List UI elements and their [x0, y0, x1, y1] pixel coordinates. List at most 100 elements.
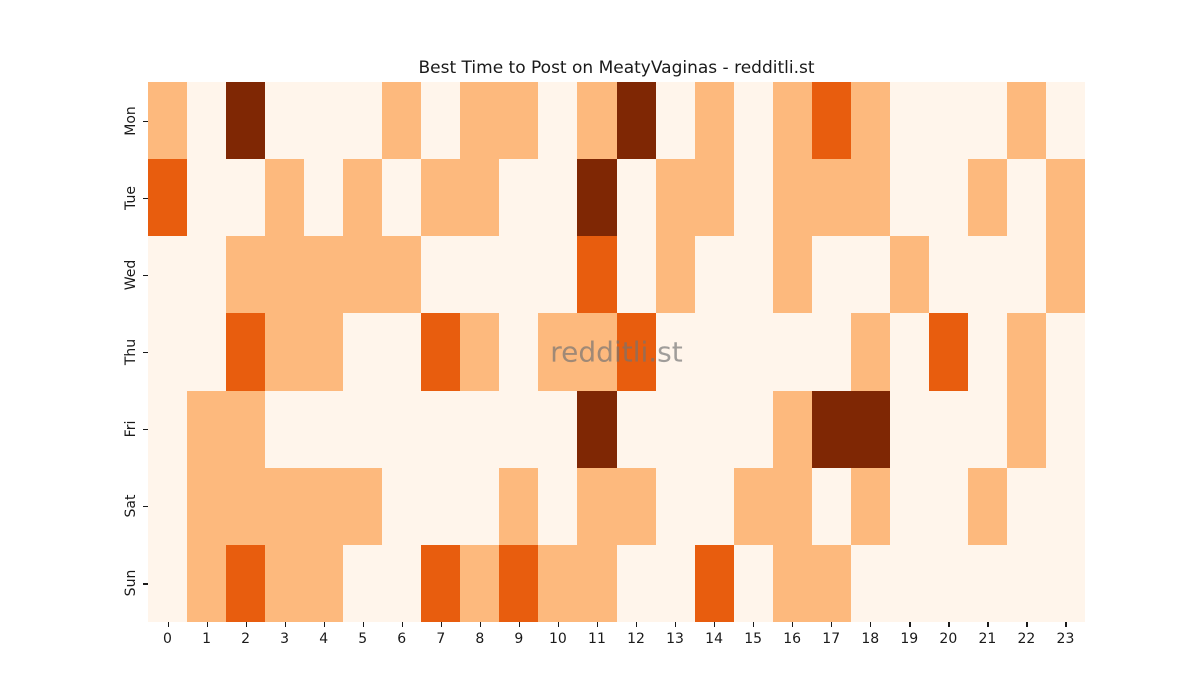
x-tick-mark — [323, 622, 325, 627]
heatmap-cell — [1045, 467, 1085, 545]
heatmap-cell — [1006, 467, 1046, 545]
heatmap-cell — [304, 467, 344, 545]
heatmap-cell — [811, 236, 851, 314]
heatmap-cell — [421, 467, 461, 545]
heatmap-cell — [382, 236, 422, 314]
heatmap-cell — [382, 313, 422, 391]
heatmap-cell — [304, 82, 344, 160]
heatmap-cell — [655, 544, 695, 622]
x-tick-mark — [518, 622, 521, 627]
x-tick-label: 3 — [280, 631, 290, 647]
x-tick-mark — [284, 622, 286, 627]
heatmap-cell — [1006, 159, 1046, 237]
heatmap-cell — [382, 82, 422, 160]
heatmap-cell — [772, 544, 812, 622]
y-tick-label: Wed — [123, 259, 139, 291]
y-tick-label: Thu — [123, 338, 139, 366]
heatmap-cell — [928, 236, 968, 314]
heatmap-cell — [343, 390, 383, 468]
heatmap-cell — [304, 236, 344, 314]
x-tick-label: 20 — [939, 631, 958, 647]
x-tick-label: 1 — [202, 631, 212, 647]
heatmap-cell — [889, 82, 929, 160]
y-tick-mark — [143, 583, 148, 585]
x-tick-label: 9 — [514, 631, 524, 647]
y-tick-label: Sat — [123, 494, 139, 518]
heatmap-cell — [421, 313, 461, 391]
heatmap-cell — [265, 236, 305, 314]
heatmap-cell — [928, 544, 968, 622]
heatmap-cell — [148, 544, 188, 622]
heatmap-cell — [928, 467, 968, 545]
heatmap-cell — [148, 159, 188, 237]
heatmap-cell — [304, 159, 344, 237]
heatmap-cell — [772, 159, 812, 237]
y-tick-label: Mon — [123, 105, 139, 136]
heatmap-cell — [850, 467, 890, 545]
x-tick-mark — [948, 622, 950, 627]
heatmap-cell — [421, 236, 461, 314]
heatmap-cell — [733, 390, 773, 468]
heatmap-cell — [889, 159, 929, 237]
heatmap-cell — [811, 544, 851, 622]
heatmap-cell — [187, 159, 227, 237]
heatmap-cell — [928, 390, 968, 468]
heatmap-cell — [1045, 236, 1085, 314]
heatmap-cell — [1006, 390, 1046, 468]
heatmap-cell — [343, 236, 383, 314]
x-tick-label: 21 — [978, 631, 997, 647]
heatmap-cell — [577, 159, 617, 237]
heatmap-cell — [460, 82, 500, 160]
heatmap-cell — [382, 544, 422, 622]
heatmap-cell — [148, 236, 188, 314]
x-tick-mark — [479, 622, 482, 627]
x-tick-mark — [362, 622, 364, 627]
heatmap-cell — [733, 467, 773, 545]
x-tick-mark — [440, 622, 442, 627]
heatmap-cell — [187, 236, 227, 314]
heatmap-cell — [538, 236, 578, 314]
heatmap-cell — [811, 82, 851, 160]
heatmap-cell — [811, 390, 851, 468]
heatmap-cell — [772, 236, 812, 314]
heatmap-cell — [421, 390, 461, 468]
heatmap-cell — [655, 467, 695, 545]
y-tick-mark — [143, 352, 148, 354]
heatmap-cell — [343, 159, 383, 237]
heatmap-cell — [655, 390, 695, 468]
heatmap-cell — [616, 159, 656, 237]
heatmap-cell — [889, 467, 929, 545]
heatmap-cell — [733, 82, 773, 160]
heatmap-cell — [460, 313, 500, 391]
heatmap-cell — [577, 390, 617, 468]
heatmap-cell — [850, 82, 890, 160]
heatmap-cell — [421, 159, 461, 237]
heatmap-cell — [655, 159, 695, 237]
y-tick-mark — [143, 197, 148, 199]
x-tick-mark — [753, 622, 755, 627]
heatmap-cell — [733, 313, 773, 391]
x-tick-mark — [1026, 622, 1028, 627]
x-tick-label: 14 — [705, 631, 724, 647]
heatmap-cell — [265, 82, 305, 160]
x-tick-label: 22 — [1017, 631, 1036, 647]
x-tick-label: 10 — [549, 631, 567, 647]
heatmap-cell — [382, 390, 422, 468]
heatmap-cell — [304, 390, 344, 468]
y-tick-mark — [143, 429, 148, 431]
heatmap-cell — [850, 236, 890, 314]
heatmap-cell — [421, 544, 461, 622]
heatmap-cell — [928, 82, 968, 160]
x-tick-label: 17 — [822, 631, 841, 647]
heatmap-cell — [1045, 313, 1085, 391]
heatmap-cell — [538, 544, 578, 622]
heatmap-cell — [694, 313, 734, 391]
heatmap-cell — [616, 82, 656, 160]
heatmap-cell — [811, 159, 851, 237]
heatmap-cell — [226, 159, 266, 237]
x-tick-label: 11 — [588, 631, 606, 647]
x-tick-label: 15 — [744, 631, 763, 647]
x-tick-label: 18 — [861, 631, 880, 647]
heatmap-cell — [460, 236, 500, 314]
heatmap-cell — [655, 236, 695, 314]
